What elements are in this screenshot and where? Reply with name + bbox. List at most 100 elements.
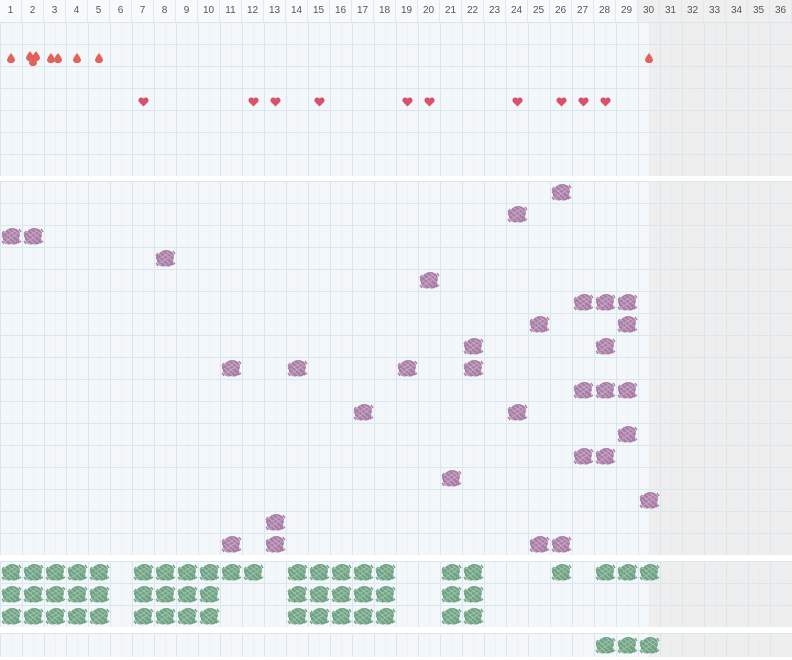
green-scribble-icon[interactable] [44, 585, 66, 604]
green-scribble-icon[interactable] [638, 563, 660, 582]
green-scribble-icon[interactable] [0, 607, 22, 626]
purple-scribble-icon[interactable] [616, 315, 638, 334]
green-scribble-icon[interactable] [0, 563, 22, 582]
green-scribble-icon[interactable] [242, 563, 264, 582]
green-scribble-icon[interactable] [44, 607, 66, 626]
green-scribble-icon[interactable] [154, 563, 176, 582]
purple-scribble-icon[interactable] [528, 535, 550, 554]
drop-icon[interactable] [645, 50, 653, 64]
purple-scribble-icon[interactable] [572, 447, 594, 466]
green-scribble-icon[interactable] [616, 636, 638, 655]
green-scribble-icon[interactable] [374, 563, 396, 582]
purple-scribble-icon[interactable] [616, 425, 638, 444]
green-scribble-icon[interactable] [154, 607, 176, 626]
purple-scribble-icon[interactable] [572, 293, 594, 312]
heart-icon[interactable] [577, 94, 589, 107]
purple-scribble-icon[interactable] [396, 359, 418, 378]
green-scribble-icon[interactable] [132, 585, 154, 604]
green-scribble-icon[interactable] [330, 585, 352, 604]
drop-icon[interactable] [7, 50, 15, 64]
green-scribble-icon[interactable] [176, 563, 198, 582]
green-scribble-icon[interactable] [66, 607, 88, 626]
green-scribble-icon[interactable] [66, 563, 88, 582]
purple-scribble-icon[interactable] [264, 535, 286, 554]
green-scribble-icon[interactable] [88, 563, 110, 582]
green-scribble-icon[interactable] [286, 563, 308, 582]
green-scribble-icon[interactable] [308, 563, 330, 582]
green-scribble-icon[interactable] [462, 607, 484, 626]
green-scribble-icon[interactable] [220, 563, 242, 582]
purple-scribble-icon[interactable] [154, 249, 176, 268]
green-scribble-icon[interactable] [638, 636, 660, 655]
green-scribble-icon[interactable] [286, 585, 308, 604]
purple-scribble-icon[interactable] [594, 337, 616, 356]
green-scribble-icon[interactable] [154, 585, 176, 604]
green-scribble-icon[interactable] [88, 607, 110, 626]
drop-icon[interactable] [26, 48, 40, 66]
green-scribble-icon[interactable] [286, 607, 308, 626]
heart-icon[interactable] [401, 94, 413, 107]
green-scribble-icon[interactable] [550, 563, 572, 582]
green-scribble-icon[interactable] [22, 585, 44, 604]
purple-scribble-icon[interactable] [550, 183, 572, 202]
heart-icon[interactable] [137, 94, 149, 107]
drop-icon[interactable] [73, 50, 81, 64]
purple-scribble-icon[interactable] [0, 227, 22, 246]
purple-scribble-icon[interactable] [22, 227, 44, 246]
purple-scribble-icon[interactable] [352, 403, 374, 422]
purple-scribble-icon[interactable] [572, 381, 594, 400]
heart-icon[interactable] [555, 94, 567, 107]
heart-icon[interactable] [247, 94, 259, 107]
green-scribble-icon[interactable] [616, 563, 638, 582]
purple-scribble-icon[interactable] [286, 359, 308, 378]
green-scribble-icon[interactable] [440, 585, 462, 604]
green-scribble-icon[interactable] [308, 585, 330, 604]
drop-icon[interactable] [95, 50, 103, 64]
green-scribble-icon[interactable] [22, 607, 44, 626]
purple-scribble-icon[interactable] [220, 535, 242, 554]
purple-scribble-icon[interactable] [506, 403, 528, 422]
green-scribble-icon[interactable] [462, 563, 484, 582]
purple-scribble-icon[interactable] [550, 535, 572, 554]
green-scribble-icon[interactable] [440, 563, 462, 582]
green-scribble-icon[interactable] [88, 585, 110, 604]
purple-scribble-icon[interactable] [506, 205, 528, 224]
green-scribble-icon[interactable] [594, 563, 616, 582]
green-scribble-icon[interactable] [330, 563, 352, 582]
green-scribble-icon[interactable] [66, 585, 88, 604]
green-scribble-icon[interactable] [352, 585, 374, 604]
green-scribble-icon[interactable] [132, 607, 154, 626]
heart-icon[interactable] [599, 94, 611, 107]
green-scribble-icon[interactable] [0, 585, 22, 604]
green-scribble-icon[interactable] [308, 607, 330, 626]
green-scribble-icon[interactable] [198, 563, 220, 582]
heart-icon[interactable] [511, 94, 523, 107]
purple-scribble-icon[interactable] [462, 337, 484, 356]
green-scribble-icon[interactable] [44, 563, 66, 582]
green-scribble-icon[interactable] [198, 585, 220, 604]
green-scribble-icon[interactable] [330, 607, 352, 626]
purple-scribble-icon[interactable] [528, 315, 550, 334]
green-scribble-icon[interactable] [22, 563, 44, 582]
green-scribble-icon[interactable] [462, 585, 484, 604]
green-scribble-icon[interactable] [440, 607, 462, 626]
green-scribble-icon[interactable] [352, 607, 374, 626]
green-scribble-icon[interactable] [198, 607, 220, 626]
purple-scribble-icon[interactable] [638, 491, 660, 510]
heart-icon[interactable] [269, 94, 281, 107]
green-scribble-icon[interactable] [176, 585, 198, 604]
green-scribble-icon[interactable] [374, 607, 396, 626]
green-scribble-icon[interactable] [176, 607, 198, 626]
purple-scribble-icon[interactable] [594, 293, 616, 312]
purple-scribble-icon[interactable] [418, 271, 440, 290]
green-scribble-icon[interactable] [594, 636, 616, 655]
purple-scribble-icon[interactable] [594, 447, 616, 466]
purple-scribble-icon[interactable] [616, 293, 638, 312]
green-scribble-icon[interactable] [374, 585, 396, 604]
purple-scribble-icon[interactable] [462, 359, 484, 378]
heart-icon[interactable] [423, 94, 435, 107]
green-scribble-icon[interactable] [132, 563, 154, 582]
drop-icon[interactable] [47, 50, 63, 64]
purple-scribble-icon[interactable] [220, 359, 242, 378]
heart-icon[interactable] [313, 94, 325, 107]
